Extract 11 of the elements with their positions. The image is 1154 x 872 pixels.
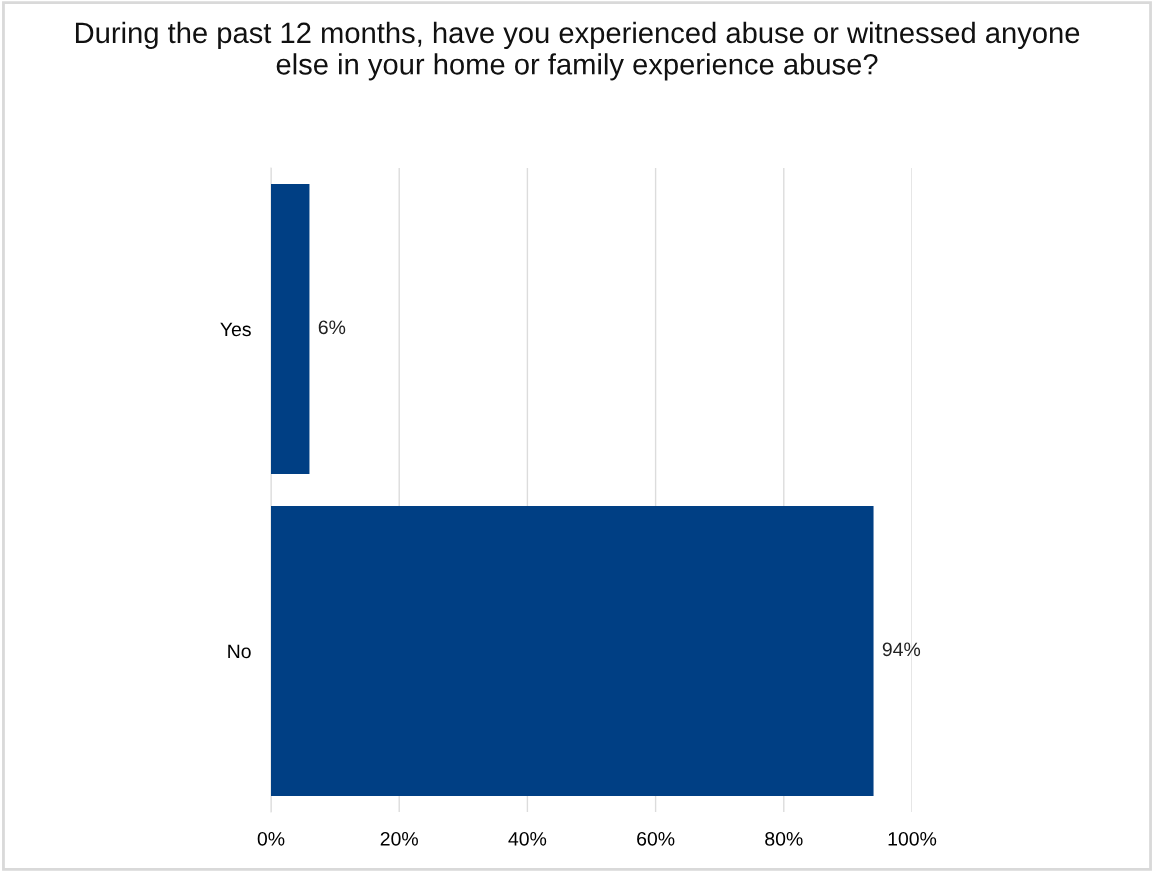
data-label: 6% — [318, 320, 346, 335]
chart-title: During the past 12 months, have you experienced abuse or witnessed anyone else in your home or family experience abuse? — [75, 21, 1080, 81]
x-tick-label: 20% — [380, 831, 418, 846]
x-tick-label: 40% — [508, 831, 547, 846]
x-tick-label: 80% — [765, 831, 803, 846]
y-tick-label: Yes — [220, 322, 251, 337]
data-label: 94% — [882, 642, 921, 657]
x-tick-label: 0% — [257, 831, 285, 846]
x-tick-label: 60% — [637, 831, 675, 846]
x-tick-label: 100% — [888, 831, 937, 846]
y-tick-label: No — [228, 644, 251, 659]
